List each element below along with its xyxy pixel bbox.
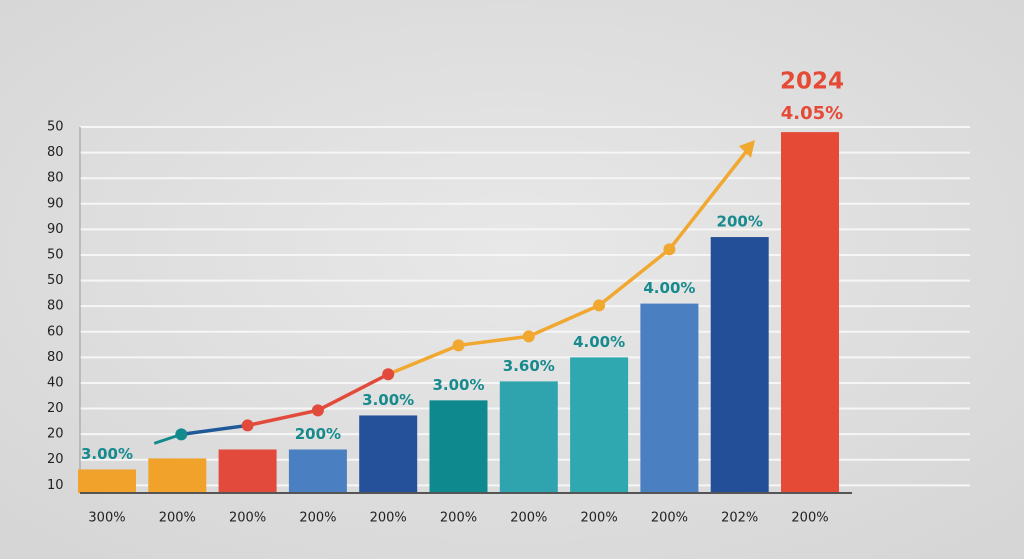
bar xyxy=(288,449,347,493)
y-tick-label: 10 xyxy=(47,478,64,493)
line-segment xyxy=(458,334,530,348)
line-segment xyxy=(181,423,248,437)
annotation: 2024 xyxy=(780,69,844,95)
y-tick-label: 60 xyxy=(47,324,64,339)
bar-label: 3.60% xyxy=(503,357,555,375)
y-tick-label: 80 xyxy=(47,350,64,365)
y-tick-label: 90 xyxy=(47,222,64,237)
x-tick-label: 200% xyxy=(791,511,828,526)
bar xyxy=(359,415,418,493)
bar xyxy=(218,449,277,493)
bar xyxy=(78,469,136,493)
y-tick-label: 80 xyxy=(47,171,64,186)
bar-label: 3.00% xyxy=(432,376,484,394)
line-marker xyxy=(382,368,395,381)
line-segment xyxy=(598,247,671,307)
line-marker xyxy=(452,339,465,352)
x-tick-label: 200% xyxy=(229,511,266,526)
bar xyxy=(148,458,207,493)
arrow-head xyxy=(739,140,755,158)
line-marker xyxy=(522,330,535,343)
x-tick-label: 300% xyxy=(88,511,125,526)
bar xyxy=(710,237,769,493)
line-marker xyxy=(311,404,324,417)
line-marker xyxy=(663,243,676,256)
bar-label: 200% xyxy=(295,425,341,443)
line-marker xyxy=(175,428,188,441)
y-tick-label: 90 xyxy=(47,196,64,211)
y-tick-label: 50 xyxy=(47,120,64,135)
bar-label: 4.00% xyxy=(643,279,695,297)
y-tick-label: 50 xyxy=(47,247,64,262)
bar-label: 200% xyxy=(717,213,763,231)
line-segment xyxy=(247,408,319,428)
y-tick-label: 20 xyxy=(47,452,64,467)
y-tick-label: 80 xyxy=(47,145,64,160)
x-tick-label: 200% xyxy=(510,511,547,526)
bar xyxy=(429,400,488,493)
x-tick-label: 200% xyxy=(581,511,618,526)
y-tick-label: 50 xyxy=(47,273,64,288)
x-tick-label: 200% xyxy=(159,511,196,526)
line-segment xyxy=(317,372,389,412)
line-segment xyxy=(387,343,460,376)
bar-label: 4.05% xyxy=(781,103,843,124)
y-tick-label: 20 xyxy=(47,401,64,416)
y-tick-label: 20 xyxy=(47,427,64,442)
bar-label: 3.00% xyxy=(81,445,133,463)
bar xyxy=(640,303,699,493)
y-tick-label: 80 xyxy=(47,299,64,314)
x-tick-label: 200% xyxy=(651,511,688,526)
x-tick-label: 200% xyxy=(440,511,477,526)
bar xyxy=(499,381,558,493)
line-marker xyxy=(593,299,606,312)
y-tick-label: 40 xyxy=(47,375,64,390)
x-tick-label: 200% xyxy=(299,511,336,526)
x-tick-label: 200% xyxy=(370,511,407,526)
bar xyxy=(570,357,629,493)
x-tick-label: 202% xyxy=(721,511,758,526)
bar-label: 3.00% xyxy=(362,391,414,409)
bar-label: 4.00% xyxy=(573,333,625,351)
line-arrow xyxy=(668,146,751,251)
line-segment xyxy=(528,303,600,338)
bar xyxy=(781,132,839,493)
line-marker xyxy=(241,419,254,432)
